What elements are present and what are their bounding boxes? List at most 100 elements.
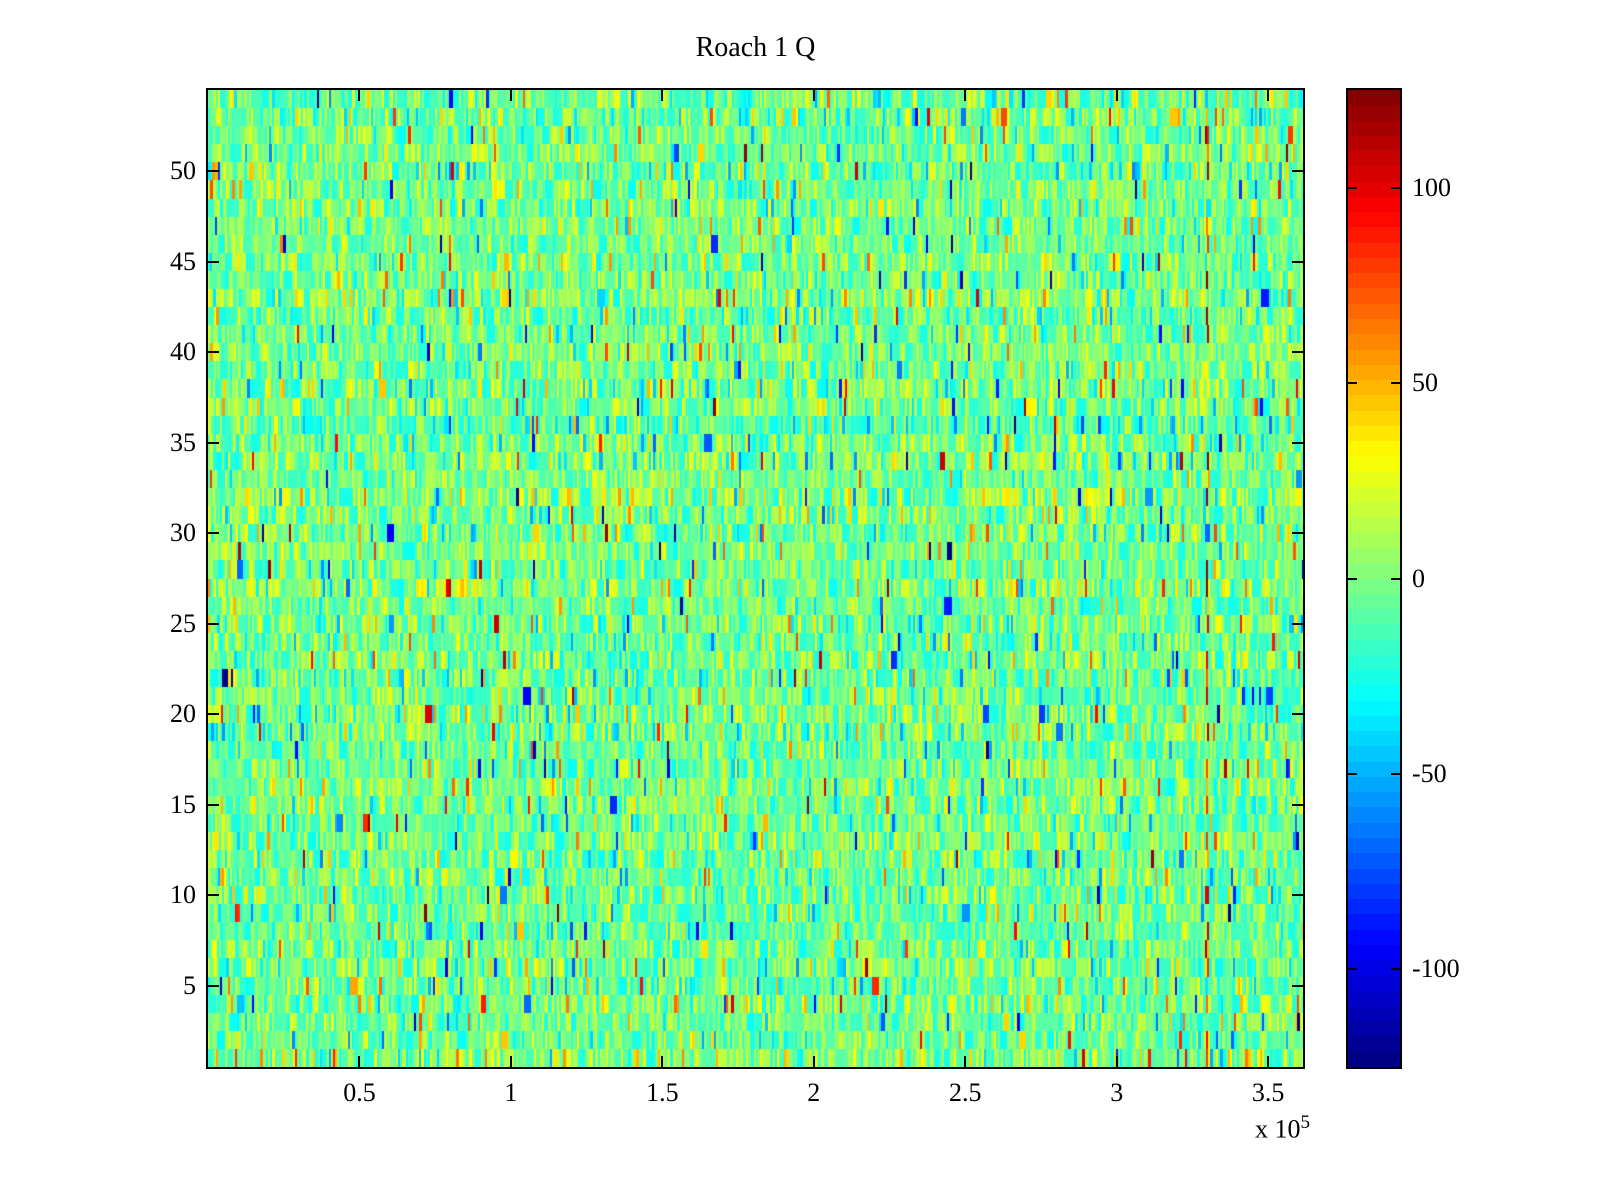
plot-area <box>206 88 1305 1069</box>
colorbar-band <box>1348 929 1400 945</box>
colorbar-band <box>1348 914 1400 930</box>
x-tick <box>509 1056 512 1067</box>
colorbar-band <box>1348 227 1400 243</box>
y-tick-label: 30 <box>170 518 196 548</box>
x-axis-multiplier-base: x 10 <box>1255 1114 1301 1144</box>
colorbar-band <box>1348 960 1400 976</box>
x-tick-label: 1.5 <box>646 1078 679 1107</box>
colorbar-tick-right <box>1391 968 1400 971</box>
y-tick-label: 45 <box>170 246 196 276</box>
colorbar-band <box>1348 273 1400 289</box>
y-tick <box>208 441 219 444</box>
colorbar-tick <box>1348 772 1357 775</box>
x-tick <box>1115 1056 1118 1067</box>
colorbar-band <box>1348 822 1400 839</box>
colorbar-band <box>1348 975 1400 991</box>
y-tick-right <box>1292 803 1303 806</box>
colorbar-band <box>1348 715 1400 732</box>
colorbar-band <box>1348 212 1400 228</box>
colorbar-band <box>1348 456 1400 472</box>
y-tick-label: 25 <box>170 608 196 638</box>
y-tick-label: 20 <box>170 699 196 729</box>
colorbar-tick-label: -100 <box>1412 954 1460 984</box>
x-tick <box>964 1056 967 1067</box>
colorbar <box>1346 88 1402 1069</box>
x-tick <box>812 1056 815 1067</box>
y-tick-right <box>1292 260 1303 263</box>
colorbar-band <box>1348 410 1400 426</box>
colorbar-band <box>1348 944 1400 961</box>
colorbar-band <box>1348 609 1400 625</box>
colorbar-band <box>1348 135 1400 152</box>
x-axis-multiplier: x 105 <box>1010 1106 1310 1147</box>
y-tick <box>208 170 219 173</box>
colorbar-band <box>1348 1005 1400 1022</box>
colorbar-band <box>1348 685 1400 701</box>
colorbar-tick <box>1348 382 1357 385</box>
colorbar-tick-right <box>1391 577 1400 580</box>
y-tick-label: 15 <box>170 789 196 819</box>
colorbar-band <box>1348 380 1400 396</box>
colorbar-band <box>1348 196 1400 213</box>
colorbar-band <box>1348 776 1400 793</box>
x-tick <box>1267 1056 1270 1067</box>
colorbar-band <box>1348 364 1400 381</box>
colorbar-tick-label: 100 <box>1412 172 1451 202</box>
x-tick-top <box>358 90 361 101</box>
colorbar-band <box>1348 166 1400 182</box>
y-tick-right <box>1292 984 1303 987</box>
colorbar-band <box>1348 1051 1400 1067</box>
colorbar-band <box>1348 807 1400 823</box>
colorbar-band <box>1348 425 1400 442</box>
heatmap-canvas <box>208 90 1303 1067</box>
y-tick <box>208 803 219 806</box>
colorbar-band <box>1348 90 1400 106</box>
colorbar-band <box>1348 151 1400 167</box>
colorbar-band <box>1348 746 1400 762</box>
colorbar-band <box>1348 105 1400 121</box>
y-tick <box>208 532 219 535</box>
colorbar-band <box>1348 578 1400 594</box>
colorbar-band <box>1348 838 1400 854</box>
x-tick-top <box>1115 90 1118 101</box>
y-tick-label: 5 <box>183 970 196 1000</box>
y-tick <box>208 622 219 625</box>
x-tick-label: 3 <box>1110 1078 1124 1107</box>
colorbar-band <box>1348 318 1400 335</box>
x-tick <box>358 1056 361 1067</box>
x-tick-top <box>661 90 664 101</box>
colorbar-band <box>1348 120 1400 136</box>
colorbar-band <box>1348 349 1400 365</box>
colorbar-band <box>1348 471 1400 487</box>
x-tick-top <box>964 90 967 101</box>
colorbar-band <box>1348 288 1400 304</box>
colorbar-band <box>1348 1021 1400 1037</box>
colorbar-band <box>1348 670 1400 686</box>
x-tick-label: 3.5 <box>1251 1078 1285 1107</box>
y-tick <box>208 713 219 716</box>
colorbar-band <box>1348 593 1400 610</box>
colorbar-tick-label: -50 <box>1412 758 1447 788</box>
colorbar-band <box>1348 731 1400 747</box>
colorbar-tick-label: 0 <box>1412 563 1425 593</box>
y-tick <box>208 984 219 987</box>
colorbar-band <box>1348 792 1400 808</box>
y-tick-label: 35 <box>170 427 196 457</box>
colorbar-band <box>1348 532 1400 548</box>
x-tick-label: 1 <box>504 1078 518 1107</box>
y-tick-right <box>1292 170 1303 173</box>
x-tick <box>661 1056 664 1067</box>
y-tick-label: 40 <box>170 337 196 367</box>
y-tick-right <box>1292 351 1303 354</box>
y-tick-right <box>1292 441 1303 444</box>
colorbar-band <box>1348 257 1400 274</box>
colorbar-band <box>1348 486 1400 503</box>
x-tick-label: 2.5 <box>949 1078 982 1107</box>
colorbar-band <box>1348 654 1400 671</box>
colorbar-band <box>1348 700 1400 716</box>
colorbar-band <box>1348 517 1400 533</box>
x-tick-top <box>1267 90 1270 101</box>
y-tick-right <box>1292 713 1303 716</box>
colorbar-band <box>1348 868 1400 884</box>
colorbar-tick <box>1348 968 1357 971</box>
